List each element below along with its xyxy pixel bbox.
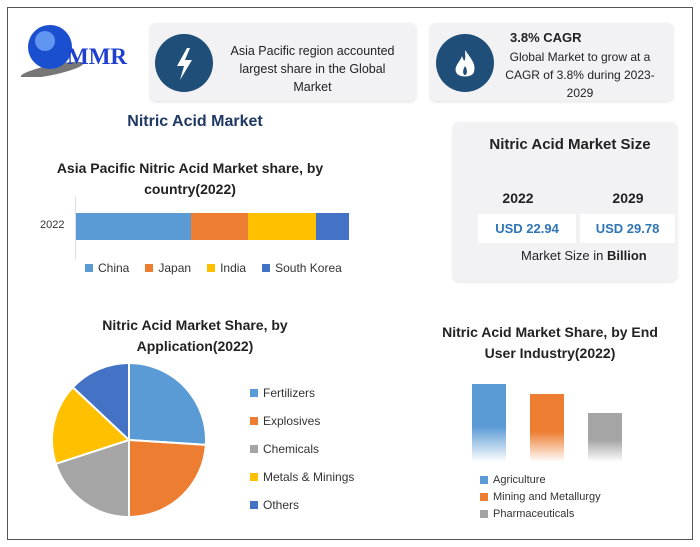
legend-label: Agriculture <box>493 474 546 486</box>
legend-swatch <box>480 510 488 518</box>
unit-prefix: Market Size in <box>521 248 607 263</box>
market-size-card: Nitric Acid Market Size 2022 2029 USD 22… <box>453 122 677 281</box>
application-pie <box>51 362 207 519</box>
year-2029: 2029 <box>612 190 644 206</box>
legend-label: India <box>220 261 247 275</box>
bar-1 <box>530 393 564 462</box>
bar-segment-japan <box>190 213 248 240</box>
cagr-card: 3.8% CAGR Global Market to grow at a CAG… <box>430 23 673 101</box>
unit-bold: Billion <box>606 248 647 263</box>
legend-item: India <box>207 261 246 275</box>
legend-swatch <box>250 417 258 425</box>
country-axis-line <box>75 197 76 259</box>
year-2022: 2022 <box>502 190 534 206</box>
application-legend: Fertilizers Explosives Chemicals Metals & M… <box>250 386 354 512</box>
legend-item: Explosives <box>250 414 354 428</box>
bar-segment-india <box>247 213 317 240</box>
legend-item: Agriculture <box>480 474 601 486</box>
legend-label: Mining and Metallurgy <box>493 491 601 503</box>
legend-item: Metals & Minings <box>250 470 354 484</box>
asia-pacific-text: Asia Pacific region accounted largest sh… <box>230 44 395 94</box>
pie-slice-1 <box>128 438 207 519</box>
lightning-icon <box>155 34 213 92</box>
value-2022: USD 22.94 <box>478 214 576 243</box>
end-user-chart-title: Nitric Acid Market Share, by End User In… <box>442 324 658 361</box>
legend-label: South Korea <box>275 261 342 275</box>
bar-0 <box>472 384 506 462</box>
pie-slice-2 <box>54 438 130 519</box>
asia-pacific-card: Asia Pacific region accounted largest sh… <box>150 23 416 101</box>
frame <box>7 7 693 540</box>
legend-swatch <box>85 264 93 272</box>
end-user-bars <box>460 380 640 462</box>
legend-item: Others <box>250 498 354 512</box>
legend-item: China <box>85 261 129 275</box>
legend-label: Explosives <box>263 414 321 428</box>
unit-label: Market Size in Billion <box>521 248 647 263</box>
legend-label: Pharmaceuticals <box>493 508 575 520</box>
legend-label: China <box>98 261 130 275</box>
pie-slice-4 <box>71 362 130 443</box>
country-axis-label: 2022 <box>40 219 65 231</box>
market-size-title: Nitric Acid Market Size <box>489 136 651 153</box>
flame-icon <box>436 34 494 92</box>
legend-item: Fertilizers <box>250 386 354 400</box>
legend-label: Fertilizers <box>263 386 316 400</box>
legend-item: Japan <box>145 261 191 275</box>
legend-swatch <box>250 445 258 453</box>
end-user-legend: Agriculture Mining and Metallurgy Pharmace… <box>480 474 601 520</box>
country-chart-title: Asia Pacific Nitric Acid Market share, b… <box>56 160 324 197</box>
legend-label: Chemicals <box>263 442 320 456</box>
cagr-text: Global Market to grow at a CAGR of 3.8% … <box>505 50 655 100</box>
legend-swatch <box>262 264 271 272</box>
legend-swatch <box>145 264 154 272</box>
main-title: Nitric Acid Market <box>127 113 263 130</box>
bar-2 <box>588 413 622 462</box>
legend-item: Chemicals <box>250 442 354 456</box>
legend-swatch <box>250 389 258 397</box>
mmr-logo: MMR <box>12 22 142 79</box>
legend-swatch <box>480 476 488 484</box>
pie-slice-0 <box>128 362 207 446</box>
legend-item: South Korea <box>262 261 342 275</box>
legend-item: Mining and Metallurgy <box>480 491 601 503</box>
country-legend: China Japan India South Korea <box>85 261 342 275</box>
legend-swatch <box>207 264 216 272</box>
legend-label: Metals & Minings <box>263 470 355 484</box>
logo-text: MMR <box>67 44 128 69</box>
legend-item: Pharmaceuticals <box>480 508 601 520</box>
value-2029: USD 29.78 <box>580 214 675 243</box>
cagr-title: 3.8% CAGR <box>510 30 582 45</box>
application-chart-title: Nitric Acid Market Share, by Application… <box>102 317 288 354</box>
legend-label: Japan <box>158 261 192 275</box>
stacked-bar <box>76 213 349 240</box>
legend-swatch <box>480 493 488 501</box>
globe-icon <box>20 25 84 79</box>
legend-swatch <box>250 501 258 509</box>
legend-label: Others <box>263 498 300 512</box>
bar-segment-south-korea <box>316 213 349 240</box>
bar-segment-china <box>76 213 191 240</box>
pie-slice-3 <box>51 385 131 466</box>
legend-swatch <box>250 473 258 481</box>
